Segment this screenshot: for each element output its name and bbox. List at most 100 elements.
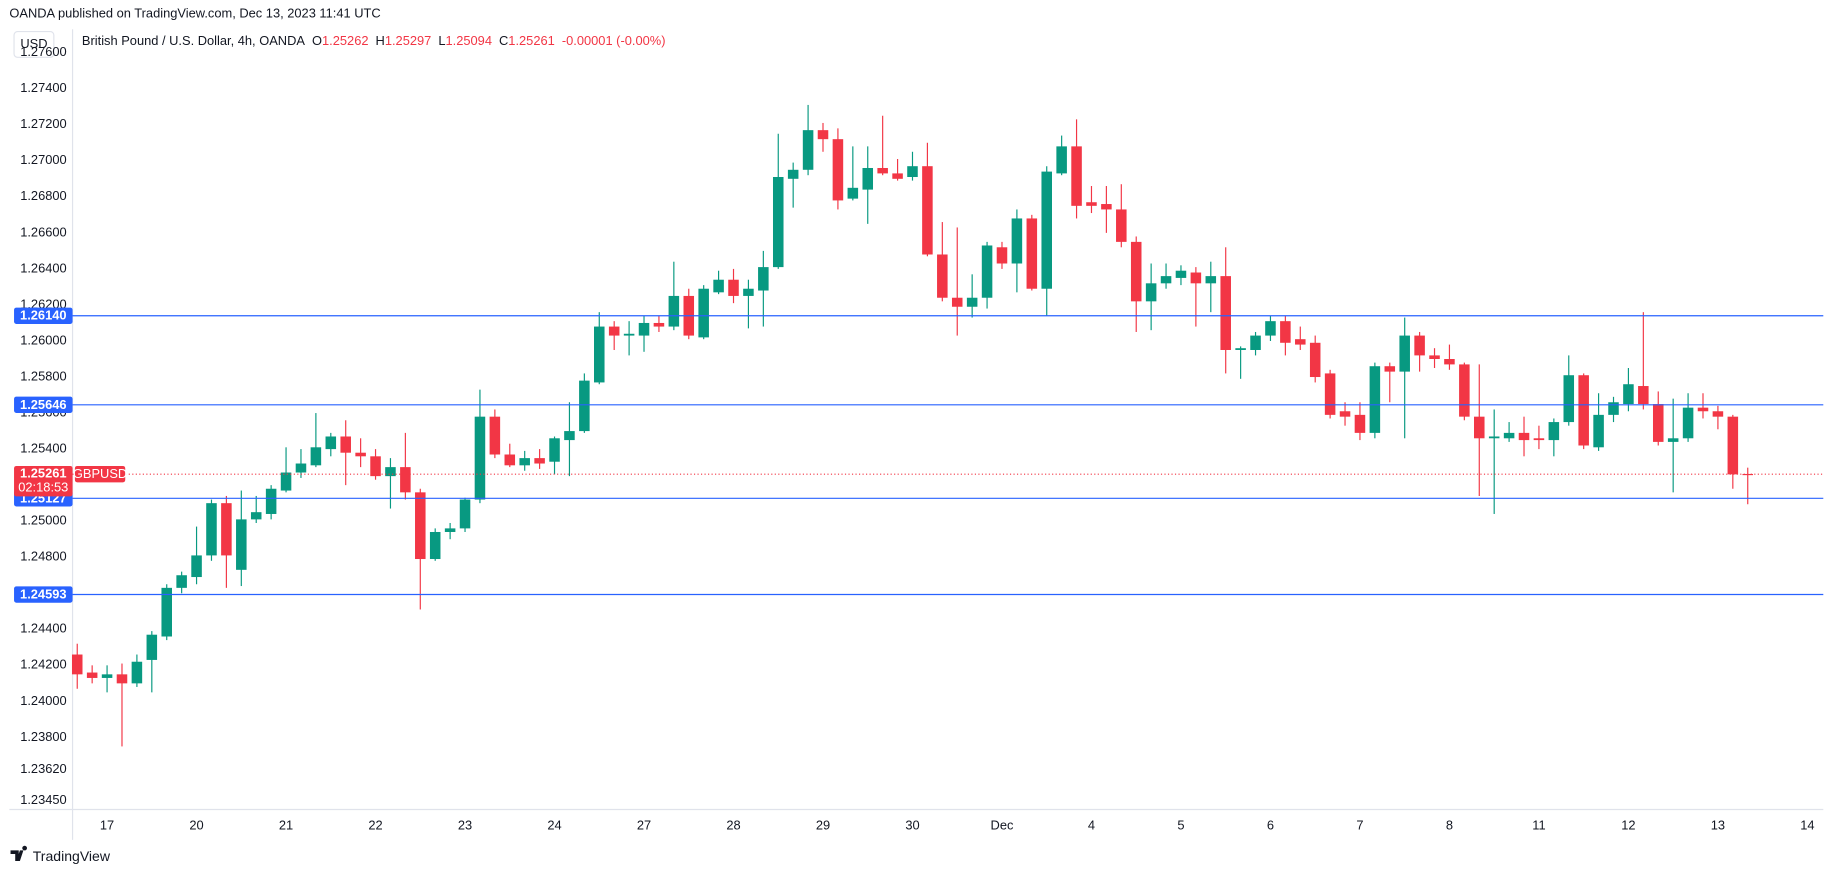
candle-body (996, 247, 1008, 264)
candle-body (146, 634, 158, 660)
brand-logo: TradingView (10, 845, 111, 864)
legend-label: C (499, 34, 508, 49)
candle-body (489, 416, 501, 455)
candle-body (101, 674, 113, 678)
x-tick-label: 6 (1267, 817, 1274, 832)
x-tick-label: 27 (637, 817, 651, 832)
candle-body (1712, 411, 1724, 417)
candle-body (1175, 270, 1187, 278)
candle-body (1727, 416, 1739, 475)
candle-body (1399, 335, 1410, 372)
candle-body (429, 531, 441, 560)
y-tick-label: 1.25400 (20, 441, 66, 456)
candle-body (1354, 414, 1366, 433)
candle-body (1533, 438, 1545, 441)
candle-body (1250, 335, 1261, 350)
legend-value: 1.25297 (385, 34, 431, 49)
x-tick-label: 8 (1446, 817, 1453, 832)
x-tick-label: 5 (1177, 817, 1184, 832)
candle-body (71, 654, 83, 675)
candle-body (1280, 321, 1291, 343)
candle-body (400, 467, 411, 493)
level-marker (14, 307, 73, 324)
candle-body (877, 167, 888, 174)
y-tick-label: 1.24800 (20, 549, 66, 564)
candle-body (1160, 276, 1172, 284)
candle-body (340, 436, 351, 453)
candle-body (504, 454, 516, 466)
candle-body (295, 463, 307, 473)
candle-body (250, 512, 262, 520)
candle-body (1265, 321, 1276, 336)
candle-body (1667, 438, 1679, 442)
candle-body (922, 166, 933, 255)
currency-button[interactable] (13, 30, 55, 58)
candle-body (1488, 436, 1500, 439)
candle-body (817, 130, 829, 140)
publisher-note: OANDA published on TradingView.com, Dec … (9, 5, 380, 20)
candle-body (668, 295, 680, 327)
candle-body (1682, 407, 1694, 439)
candle-body (892, 173, 903, 179)
candle-body (385, 467, 396, 477)
candle-body (1563, 375, 1575, 423)
legend-label: O (312, 34, 322, 49)
y-tick-label: 1.25000 (20, 513, 66, 528)
legend-value: 1.25262 (322, 34, 368, 49)
legend: British Pound / U.S. Dollar, 4h, OANDA O1… (82, 34, 666, 49)
symbol-label: GBPUSD (73, 466, 127, 481)
candle-body (534, 458, 545, 464)
x-tick-label: 28 (726, 817, 740, 832)
brand-icon (10, 845, 27, 861)
y-tick-label: 1.26000 (20, 332, 66, 347)
x-tick-label: 12 (1621, 817, 1635, 832)
candle-body (310, 447, 322, 466)
x-tick-label: 4 (1088, 817, 1095, 832)
x-tick-label: 7 (1356, 817, 1363, 832)
candle-body (1578, 375, 1589, 446)
y-tick-label: 1.25800 (20, 368, 66, 383)
candle-body (1444, 359, 1455, 365)
candle-body (206, 503, 217, 556)
level-label: 1.24593 (20, 587, 66, 602)
candle-body (221, 503, 232, 556)
candle-body (176, 575, 187, 588)
y-tick-label: 1.27400 (20, 80, 66, 95)
candle-body (1220, 276, 1231, 350)
candle-body (131, 661, 143, 684)
candles (71, 104, 1754, 747)
candle-body (564, 431, 575, 441)
candle-body (653, 322, 665, 327)
candle-body (698, 288, 709, 338)
candle-body (474, 416, 486, 500)
candle-body (1026, 218, 1038, 289)
y-tick-label: 1.27600 (20, 44, 66, 59)
candle-body (1638, 386, 1649, 405)
candle-body (1205, 276, 1217, 284)
candle-body (951, 297, 963, 307)
y-tick-label: 1.26800 (20, 188, 66, 203)
candle-body (355, 452, 366, 457)
x-tick-label: 23 (458, 817, 472, 832)
level-label: 1.26140 (20, 308, 66, 323)
candle-body (743, 288, 754, 296)
candle-body (1309, 342, 1321, 378)
x-tick-label: 17 (100, 817, 114, 832)
candle-body (1011, 218, 1023, 264)
candle-body (444, 528, 456, 532)
currency-label[interactable]: USD (20, 36, 47, 51)
candle-body (758, 267, 769, 291)
candle-body (1086, 202, 1097, 206)
candle-body (623, 333, 635, 336)
candle-body (1608, 402, 1619, 415)
candle-body (1369, 366, 1381, 433)
candle-body (862, 167, 874, 190)
candle-body (1295, 339, 1306, 345)
candle-body (1041, 171, 1052, 289)
candle-body (1623, 384, 1634, 405)
candle-body (1101, 204, 1112, 210)
legend-label: L (438, 34, 445, 49)
legend-label: H (376, 34, 385, 49)
